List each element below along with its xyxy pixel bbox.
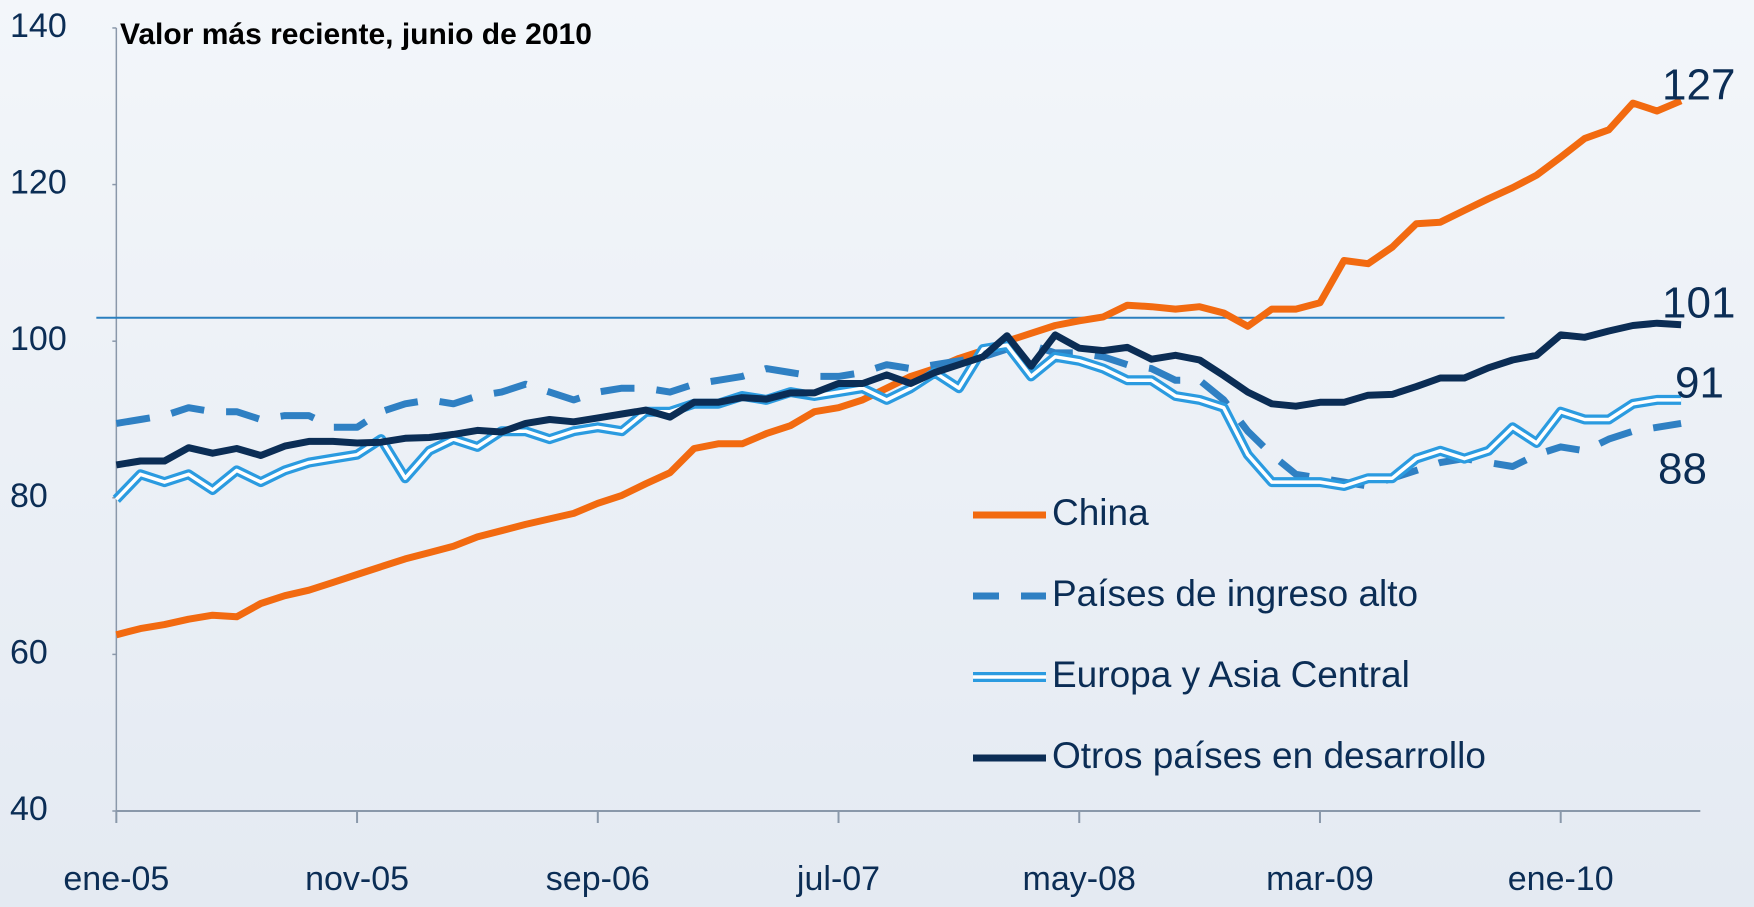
y-tick-label: 40 [10,790,48,828]
y-tick-label: 80 [10,477,48,515]
x-tick-label: ene-10 [1508,860,1614,898]
end-label: 127 [1662,61,1735,110]
chart-title: Valor más reciente, junio de 2010 [120,18,592,51]
y-tick-label: 100 [10,320,67,358]
x-tick-label: nov-05 [305,860,409,898]
end-label: 101 [1662,279,1735,328]
x-tick-label: may-08 [1023,860,1136,898]
x-tick-label: sep-06 [546,860,650,898]
y-tick-label: 140 [10,7,67,45]
legend-label: Países de ingreso alto [1052,573,1418,614]
x-tick-label: jul-07 [796,860,880,898]
legend-label: China [1052,492,1149,533]
series-line [115,319,1682,469]
y-tick-label: 120 [10,164,67,202]
x-tick-label: ene-05 [63,860,169,898]
end-label: 91 [1675,359,1724,408]
end-label: 88 [1658,445,1707,494]
x-tick-label: mar-09 [1266,860,1374,898]
series-line [115,341,1682,490]
y-tick-label: 60 [10,633,48,671]
legend-label: Europa y Asia Central [1052,654,1410,695]
legend-label: Otros países en desarrollo [1052,735,1486,776]
